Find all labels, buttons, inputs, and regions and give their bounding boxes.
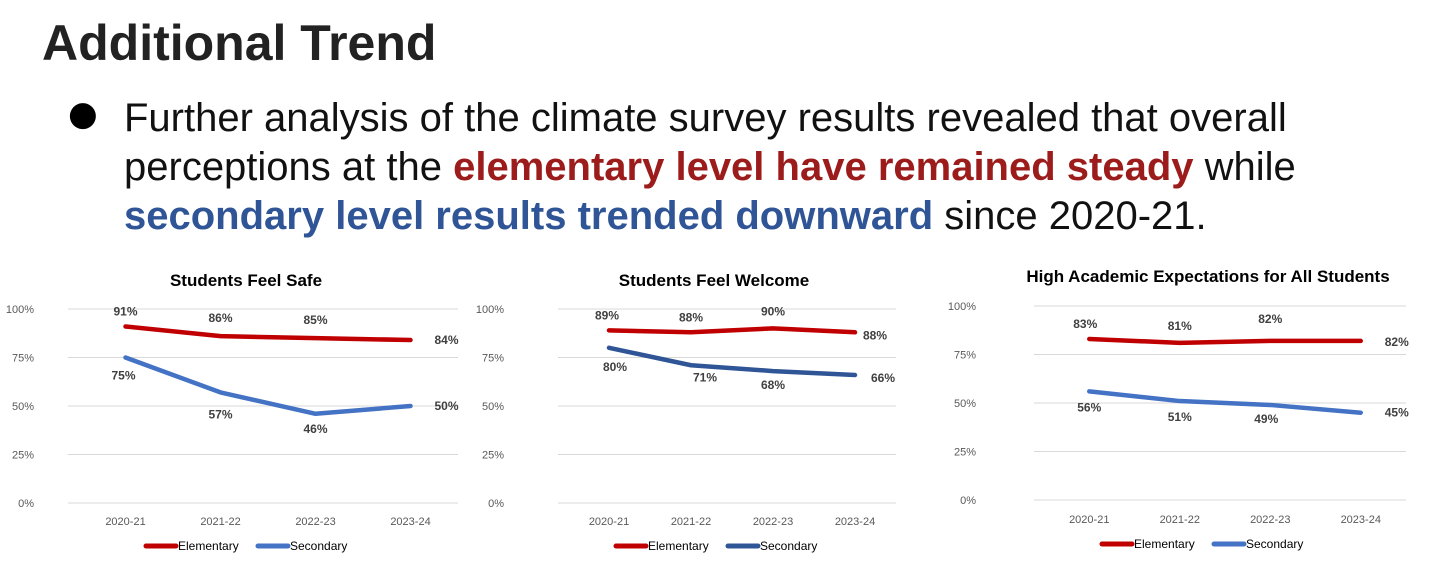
y-tick-label-safe-4: 100% <box>6 304 34 316</box>
bullet-text: Further analysis of the climate survey r… <box>124 94 1434 241</box>
data-label-welcome-secondary-1: 71% <box>693 370 717 384</box>
y-tick-label-welcome-0: 0% <box>488 498 504 510</box>
data-label-welcome-secondary-0: 80% <box>603 360 627 374</box>
legend-label-welcome-secondary: Secondary <box>760 539 817 553</box>
chart-title-safe: Students Feel Safe <box>170 271 322 290</box>
data-label-expectations-elementary-0: 83% <box>1073 317 1097 331</box>
y-tick-label-welcome-1: 25% <box>482 450 504 462</box>
data-label-welcome-elementary-0: 89% <box>595 308 619 322</box>
x-tick-label-welcome-1: 2021-22 <box>671 516 711 528</box>
data-label-welcome-elementary-1: 88% <box>679 310 703 324</box>
data-label-safe-secondary-2: 46% <box>303 422 327 436</box>
y-tick-label-welcome-4: 100% <box>476 304 504 316</box>
chart-title-expectations: High Academic Expectations for All Stude… <box>1026 267 1389 286</box>
data-label-welcome-elementary-3: 88% <box>863 328 887 342</box>
data-label-safe-elementary-0: 91% <box>113 304 137 318</box>
data-label-welcome-secondary-2: 68% <box>761 378 785 392</box>
data-label-expectations-secondary-3: 45% <box>1385 406 1409 420</box>
data-label-expectations-elementary-1: 81% <box>1168 319 1192 333</box>
x-tick-label-safe-1: 2021-22 <box>200 516 240 528</box>
x-tick-label-expectations-2: 2022-23 <box>1250 514 1290 526</box>
y-tick-label-safe-3: 75% <box>12 353 34 365</box>
x-tick-label-safe-0: 2020-21 <box>105 516 145 528</box>
data-label-expectations-secondary-2: 49% <box>1254 412 1278 426</box>
slide-title: Additional Trend <box>42 15 437 71</box>
chart-title-welcome: Students Feel Welcome <box>619 271 810 290</box>
x-tick-label-safe-3: 2023-24 <box>390 516 430 528</box>
chart-svg-high-academic-expectations: High Academic Expectations for All Stude… <box>948 267 1409 551</box>
bullet-text-part-1: Further analysis of the climate survey r… <box>124 96 1287 189</box>
x-tick-label-expectations-0: 2020-21 <box>1069 514 1109 526</box>
bullet-marker: ● <box>68 94 98 134</box>
x-tick-label-expectations-3: 2023-24 <box>1341 514 1381 526</box>
bullet-emphasis-secondary: secondary level results trended downward <box>124 194 934 238</box>
data-label-safe-secondary-1: 57% <box>208 407 232 421</box>
x-tick-label-welcome-3: 2023-24 <box>835 516 875 528</box>
x-tick-label-safe-2: 2022-23 <box>295 516 335 528</box>
bullet-emphasis-elementary: elementary level have remained steady <box>453 145 1194 189</box>
series-line-welcome-secondary <box>606 345 858 378</box>
bullet-text-part-5: since 2020-21. <box>933 194 1207 238</box>
chart-svg-students-feel-welcome: Students Feel Welcome 0% 25% 50% 75% 100% 2020… <box>476 271 896 553</box>
data-label-safe-elementary-1: 86% <box>208 311 232 325</box>
y-tick-label-expectations-0: 0% <box>960 495 976 507</box>
y-tick-label-expectations-4: 100% <box>948 301 976 313</box>
data-label-safe-elementary-2: 85% <box>303 313 327 327</box>
y-tick-label-safe-1: 25% <box>12 450 34 462</box>
legend-label-safe-elementary: Elementary <box>178 539 239 553</box>
x-tick-label-welcome-0: 2020-21 <box>589 516 629 528</box>
bullet-text-part-3: while <box>1193 145 1296 189</box>
y-tick-label-expectations-3: 75% <box>954 350 976 362</box>
data-label-welcome-secondary-3: 66% <box>871 371 895 385</box>
x-tick-label-welcome-2: 2022-23 <box>753 516 793 528</box>
chart-high-academic-expectations: High Academic Expectations for All Stude… <box>946 258 1452 563</box>
y-tick-label-expectations-2: 50% <box>954 398 976 410</box>
series-line-safe-elementary <box>123 324 413 343</box>
data-label-expectations-secondary-1: 51% <box>1168 410 1192 424</box>
data-label-expectations-elementary-3: 82% <box>1385 335 1409 349</box>
data-label-expectations-secondary-0: 56% <box>1077 400 1101 414</box>
data-label-welcome-elementary-2: 90% <box>761 304 785 318</box>
legend-label-expectations-elementary: Elementary <box>1134 537 1195 551</box>
series-line-safe-secondary <box>123 355 413 417</box>
data-label-expectations-elementary-2: 82% <box>1258 312 1282 326</box>
y-tick-label-welcome-2: 50% <box>482 401 504 413</box>
y-tick-label-safe-2: 50% <box>12 401 34 413</box>
chart-students-feel-safe: Students Feel Safe 0% 25% 50% 75% 100% 2020-21… <box>0 258 478 563</box>
y-tick-label-expectations-1: 25% <box>954 447 976 459</box>
series-line-welcome-elementary <box>606 326 858 335</box>
legend-label-expectations-secondary: Secondary <box>1246 537 1303 551</box>
y-tick-label-welcome-3: 75% <box>482 353 504 365</box>
legend-label-safe-secondary: Secondary <box>290 539 347 553</box>
y-tick-label-safe-0: 0% <box>18 498 34 510</box>
series-line-expectations-elementary <box>1087 336 1363 346</box>
legend-label-welcome-elementary: Elementary <box>648 539 709 553</box>
chart-svg-students-feel-safe: Students Feel Safe 0% 25% 50% 75% 100% 2020-21… <box>6 271 459 553</box>
x-tick-label-expectations-1: 2021-22 <box>1160 514 1200 526</box>
data-label-safe-secondary-0: 75% <box>111 369 135 383</box>
chart-students-feel-welcome: Students Feel Welcome 0% 25% 50% 75% 100% 2020… <box>474 258 952 563</box>
series-line-expectations-secondary <box>1087 389 1363 415</box>
data-label-safe-secondary-3: 50% <box>434 399 458 413</box>
data-label-safe-elementary-3: 84% <box>434 333 458 347</box>
